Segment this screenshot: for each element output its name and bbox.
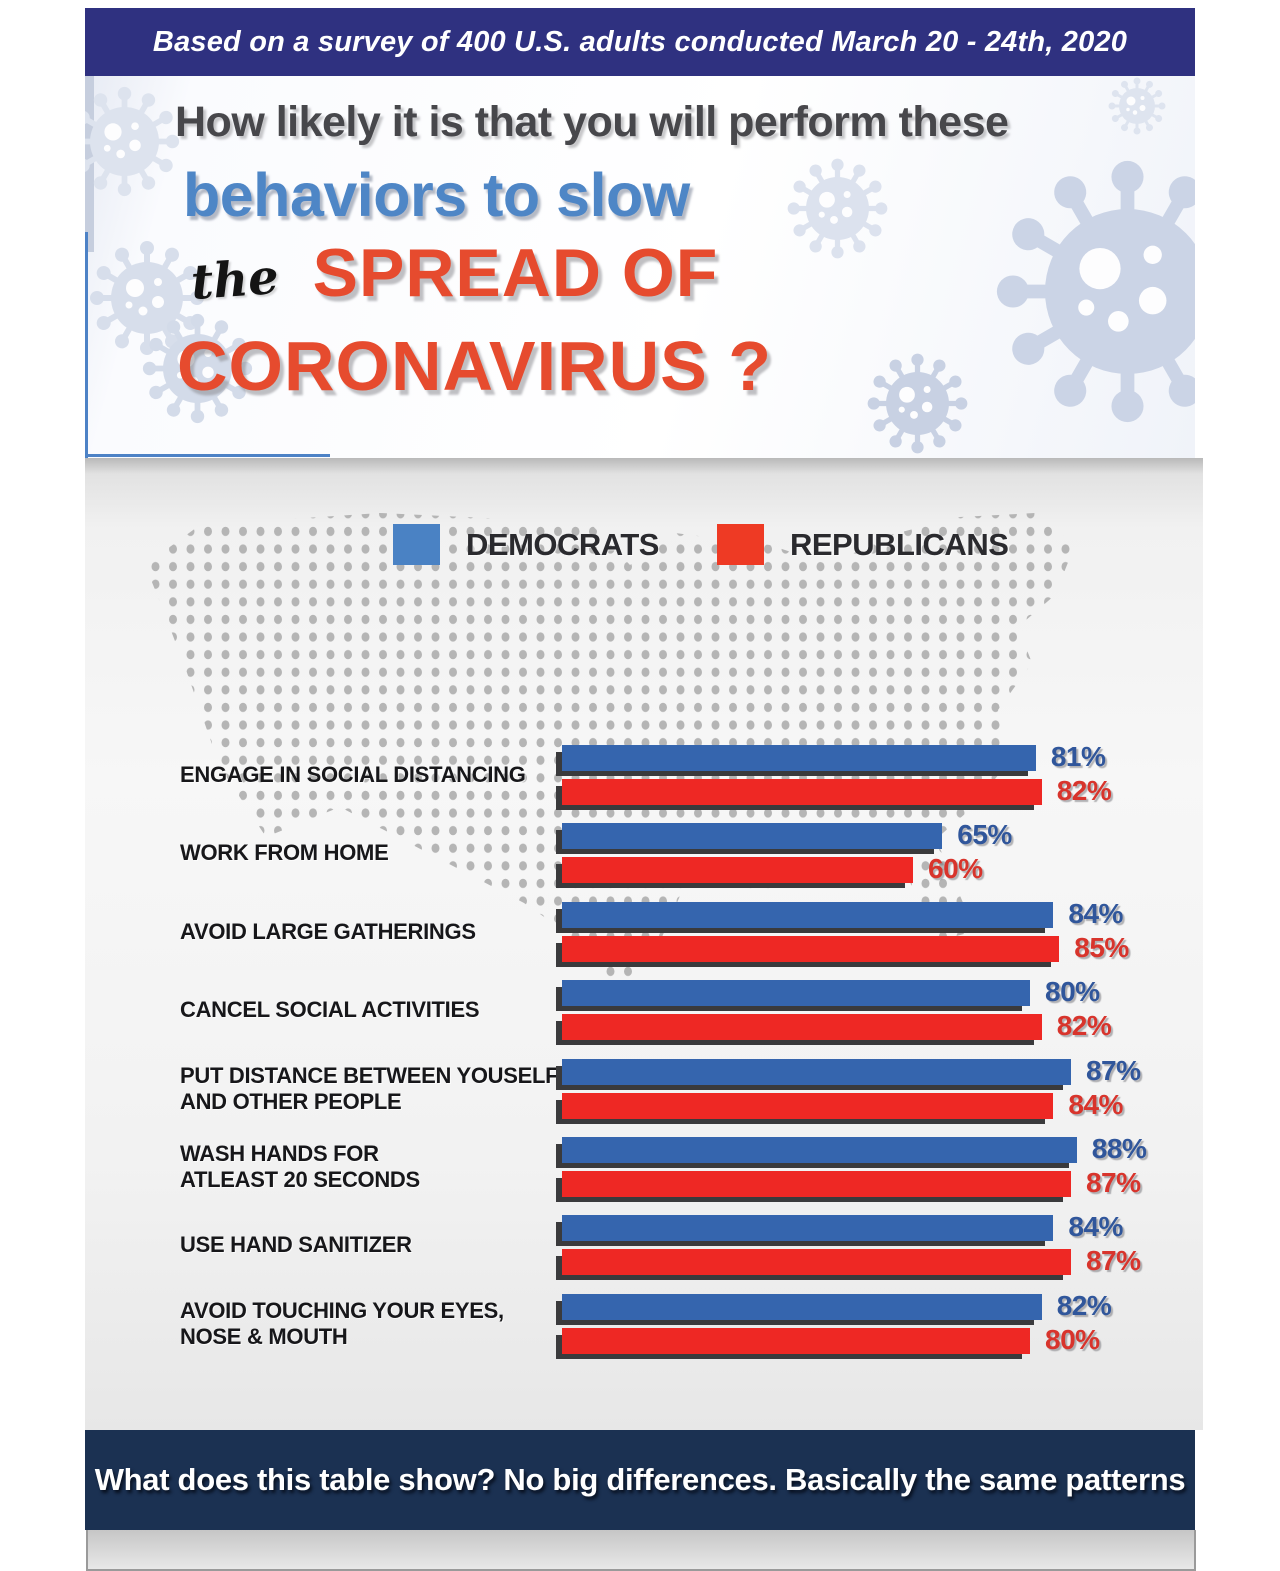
republicans-value: 87% — [1085, 1245, 1141, 1277]
republicans-bar — [562, 1327, 1030, 1354]
title-line-2: behaviors to slow — [183, 161, 690, 229]
chart-area: DEMOCRATS REPUBLICANS ENGAGE IN SOCIAL D… — [85, 458, 1203, 1430]
title-area: How likely it is that you will perform t… — [85, 76, 1195, 458]
republicans-swatch — [716, 524, 764, 565]
category-label: WASH HANDS FOR ATLEAST 20 SECONDS — [180, 1141, 420, 1192]
accent-line-horizontal — [85, 454, 330, 457]
category-label: USE HAND SANITIZER — [180, 1232, 412, 1258]
republicans-bar — [562, 935, 1060, 962]
virus-icon — [990, 154, 1195, 429]
democrats-value: 84% — [1068, 897, 1123, 929]
accent-line-vertical — [85, 232, 88, 458]
bar-row: WORK FROM HOME 65% 60% — [85, 819, 1203, 889]
category-label: AVOID LARGE GATHERINGS — [180, 918, 476, 944]
legend-item-democrats: DEMOCRATS — [393, 524, 659, 565]
republicans-value: 82% — [1056, 1010, 1112, 1042]
bar-row: PUT DISTANCE BETWEEN YOUSELF AND OTHER PE… — [85, 1055, 1203, 1125]
republicans-value: 87% — [1085, 1167, 1141, 1198]
category-label: WORK FROM HOME — [180, 840, 389, 866]
republicans-bar — [562, 1092, 1054, 1119]
title-spread-of: SPREAD OF — [312, 235, 719, 311]
democrats-value: 84% — [1068, 1211, 1123, 1243]
virus-icon — [785, 156, 890, 261]
category-label: AVOID TOUCHING YOUR EYES, NOSE & MOUTH — [180, 1297, 504, 1349]
democrats-bar — [562, 1058, 1071, 1085]
republicans-bar — [562, 857, 913, 884]
title-line-3: the SPREAD OF — [189, 234, 719, 312]
republicans-value: 82% — [1056, 775, 1112, 806]
legend-item-republicans: REPUBLICANS — [716, 524, 1009, 565]
bar-row: AVOID LARGE GATHERINGS 84% 85% — [85, 898, 1203, 968]
bottom-banner: What does this table show? No big differ… — [85, 1430, 1195, 1530]
legend: DEMOCRATS REPUBLICANS — [393, 524, 1009, 565]
title-line-1: How likely it is that you will perform t… — [175, 98, 1009, 146]
democrats-value: 81% — [1050, 741, 1106, 772]
democrats-bar — [562, 1293, 1042, 1320]
category-label: PUT DISTANCE BETWEEN YOUSELF AND OTHER PE… — [180, 1062, 559, 1114]
republicans-bar — [562, 1171, 1071, 1197]
democrats-bar — [562, 1137, 1077, 1163]
democrats-value: 82% — [1056, 1289, 1112, 1321]
bar-rows: ENGAGE IN SOCIAL DISTANCING 81% 82% WORK… — [85, 458, 1203, 1430]
democrats-bar — [562, 745, 1036, 771]
title-coronavirus: CORONAVIRUS ? — [177, 327, 773, 405]
democrats-label: DEMOCRATS — [466, 526, 659, 562]
virus-icon — [1107, 76, 1167, 136]
democrats-bar — [562, 1215, 1054, 1242]
democrats-bar — [562, 980, 1030, 1007]
survey-note-text: Based on a survey of 400 U.S. adults con… — [152, 25, 1128, 58]
republicans-bar — [562, 1249, 1071, 1276]
title-the: the — [189, 249, 281, 311]
republicans-value: 80% — [1045, 1323, 1100, 1355]
top-banner: Based on a survey of 400 U.S. adults con… — [85, 8, 1195, 76]
democrats-bar — [562, 823, 943, 850]
bar-row: AVOID TOUCHING YOUR EYES, NOSE & MOUTH 82… — [85, 1290, 1203, 1360]
democrats-bar — [562, 901, 1054, 928]
democrats-value: 80% — [1045, 976, 1100, 1008]
bottom-strip — [86, 1530, 1196, 1571]
virus-icon — [85, 84, 182, 199]
category-label: CANCEL SOCIAL ACTIVITIES — [180, 997, 480, 1023]
republicans-value: 84% — [1068, 1088, 1123, 1120]
republicans-value: 60% — [928, 853, 983, 885]
virus-icon — [865, 351, 970, 456]
bar-row: WASH HANDS FOR ATLEAST 20 SECONDS 88% 87% — [85, 1133, 1203, 1203]
bar-row: ENGAGE IN SOCIAL DISTANCING 81% 82% — [85, 741, 1203, 811]
democrats-value: 65% — [957, 819, 1012, 851]
republicans-value: 85% — [1074, 931, 1129, 963]
democrats-value: 88% — [1091, 1133, 1147, 1164]
republicans-bar — [562, 1014, 1042, 1041]
republicans-label: REPUBLICANS — [789, 526, 1009, 562]
bar-row: CANCEL SOCIAL ACTIVITIES 80% 82% — [85, 976, 1203, 1046]
category-label: ENGAGE IN SOCIAL DISTANCING — [180, 762, 526, 787]
democrats-value: 87% — [1085, 1054, 1141, 1086]
democrats-swatch — [393, 524, 440, 565]
conclusion-text: What does this table show? No big differ… — [94, 1462, 1186, 1497]
republicans-bar — [562, 779, 1042, 805]
bar-row: USE HAND SANITIZER 84% 87% — [85, 1211, 1203, 1281]
